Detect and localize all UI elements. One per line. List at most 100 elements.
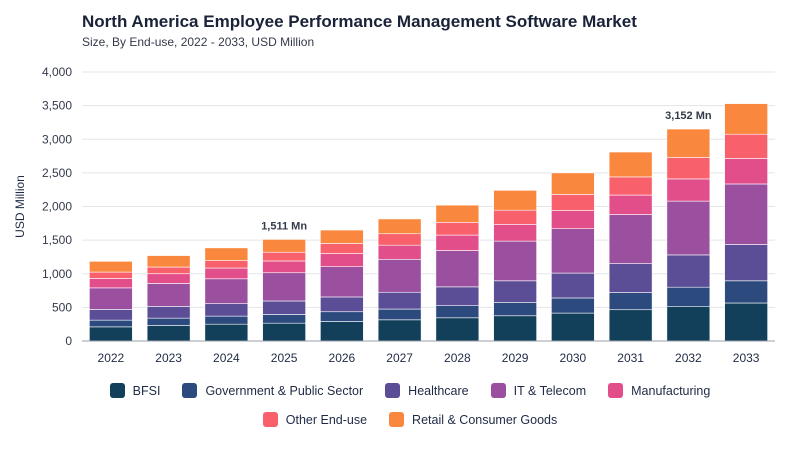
bar-segment bbox=[493, 315, 537, 342]
chart-title: North America Employee Performance Manag… bbox=[82, 12, 637, 31]
y-tick-label: 0 bbox=[65, 334, 72, 348]
x-tick-label: 2023 bbox=[155, 351, 182, 365]
chart-legend: BFSI Government & Public Sector Healthcare… bbox=[50, 383, 770, 427]
bar-segment bbox=[608, 151, 653, 178]
chart-subtitle: Size, By End-use, 2022 - 2033, USD Milli… bbox=[82, 35, 315, 49]
bar-segment bbox=[608, 309, 653, 342]
x-tick-label: 2029 bbox=[502, 351, 529, 365]
bar-segment bbox=[608, 194, 653, 215]
bar-segment bbox=[320, 296, 364, 313]
bar-segment bbox=[262, 251, 306, 262]
legend-item: Manufacturing bbox=[608, 383, 710, 398]
bar-segment bbox=[377, 258, 422, 293]
bar-segment bbox=[724, 302, 768, 342]
bar-segment bbox=[204, 267, 249, 280]
data-label: 1,511 Mn bbox=[261, 220, 307, 232]
bar-segment bbox=[435, 204, 480, 223]
bar-segment bbox=[724, 280, 768, 304]
bar-segment bbox=[320, 229, 364, 244]
legend-label: Retail & Consumer Goods bbox=[412, 412, 558, 427]
x-tick-label: 2033 bbox=[733, 351, 760, 365]
bar-segment bbox=[435, 234, 480, 251]
bar-segment bbox=[262, 322, 306, 342]
y-tick-label: 3,500 bbox=[42, 99, 72, 113]
bar-segment bbox=[435, 222, 480, 236]
bar-segment bbox=[262, 272, 306, 302]
bar-segment bbox=[608, 263, 653, 293]
bar-segment bbox=[320, 266, 364, 298]
x-tick-label: 2032 bbox=[675, 351, 702, 365]
legend-swatch bbox=[385, 383, 401, 398]
legend-swatch bbox=[262, 412, 278, 427]
legend-swatch bbox=[109, 383, 125, 398]
bar-segment bbox=[146, 266, 191, 275]
bar-segment bbox=[724, 158, 768, 185]
bar-segment bbox=[493, 224, 537, 242]
bar-segment bbox=[146, 255, 191, 268]
bar-segment bbox=[204, 260, 249, 269]
y-tick-label: 1,000 bbox=[42, 267, 72, 281]
bar-segment bbox=[608, 214, 653, 264]
legend-item: BFSI bbox=[109, 383, 161, 398]
bar-segment bbox=[320, 243, 364, 254]
x-tick-label: 2025 bbox=[271, 351, 298, 365]
bar-segment bbox=[551, 210, 595, 229]
bar-segment bbox=[377, 218, 422, 235]
bar-segment bbox=[493, 209, 537, 225]
x-tick-label: 2028 bbox=[444, 351, 471, 365]
bar-segment bbox=[320, 321, 364, 342]
legend-item: Government & Public Sector bbox=[182, 383, 363, 398]
bar-segment bbox=[262, 300, 306, 315]
bar-segment bbox=[320, 311, 364, 322]
bar-segment bbox=[435, 286, 480, 306]
bar-segment bbox=[377, 233, 422, 246]
bar-segment bbox=[666, 286, 711, 308]
bar-segment bbox=[89, 326, 133, 342]
bar-segment bbox=[146, 325, 191, 342]
bar-segment bbox=[320, 253, 364, 267]
bar-segment bbox=[262, 260, 306, 274]
bar-segment bbox=[666, 178, 711, 202]
legend-item: Retail & Consumer Goods bbox=[389, 412, 557, 427]
x-tick-label: 2027 bbox=[386, 351, 413, 365]
y-tick-label: 4,000 bbox=[42, 65, 72, 79]
y-tick-label: 2,000 bbox=[42, 200, 72, 214]
bar-segment bbox=[551, 312, 595, 342]
x-tick-label: 2022 bbox=[98, 351, 125, 365]
bar-segment bbox=[89, 319, 133, 328]
legend-label: BFSI bbox=[132, 383, 161, 398]
bar-segment bbox=[724, 183, 768, 245]
bar-segment bbox=[724, 103, 768, 135]
bar-segment bbox=[377, 244, 422, 260]
y-tick-label: 2,500 bbox=[42, 166, 72, 180]
x-tick-label: 2030 bbox=[560, 351, 587, 365]
legend-item: IT & Telecom bbox=[490, 383, 586, 398]
bar-segment bbox=[377, 291, 422, 310]
bar-segment bbox=[493, 280, 537, 303]
bar-segment bbox=[608, 176, 653, 196]
bar-segment bbox=[146, 273, 191, 284]
bar-segment bbox=[377, 319, 422, 342]
bar-segment bbox=[146, 283, 191, 307]
bar-segment bbox=[435, 250, 480, 288]
bar-segment bbox=[435, 317, 480, 342]
y-axis-label: USD Million bbox=[13, 175, 27, 238]
legend-item: Healthcare bbox=[385, 383, 469, 398]
y-tick-label: 3,000 bbox=[42, 132, 72, 146]
bar-segment bbox=[666, 254, 711, 288]
x-tick-label: 2031 bbox=[617, 351, 644, 365]
bar-segment bbox=[204, 323, 249, 342]
bar-segment bbox=[666, 157, 711, 180]
legend-swatch bbox=[608, 383, 624, 398]
legend-label: Government & Public Sector bbox=[205, 383, 364, 398]
y-tick-label: 500 bbox=[52, 300, 72, 314]
bar-segment bbox=[493, 302, 537, 317]
legend-swatch bbox=[182, 383, 198, 398]
legend-swatch bbox=[389, 412, 405, 427]
bar-segment bbox=[377, 308, 422, 321]
bar-segment bbox=[146, 306, 191, 319]
bar-segment bbox=[262, 314, 306, 324]
legend-label: Other End-use bbox=[285, 412, 368, 427]
bar-segment bbox=[551, 297, 595, 314]
